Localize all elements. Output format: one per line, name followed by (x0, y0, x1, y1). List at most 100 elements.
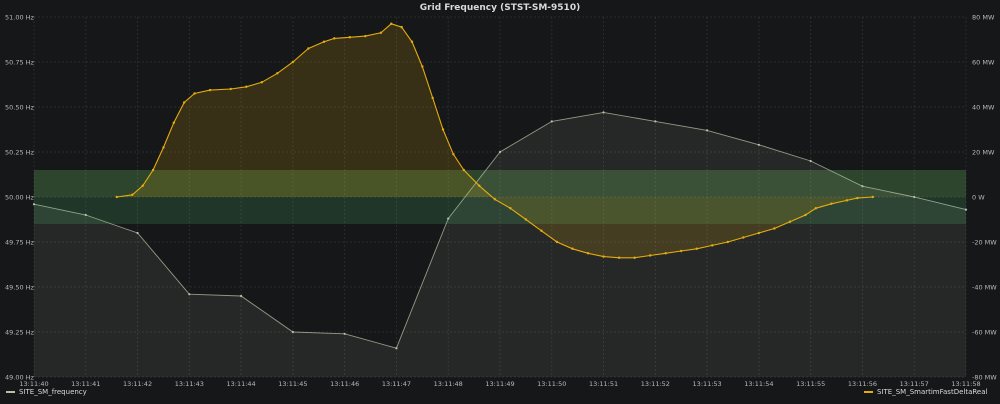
data-point-1 (390, 22, 393, 25)
data-point-1 (695, 247, 698, 250)
series-area-1 (116, 23, 873, 258)
legend-item-frequency[interactable]: SITE_SM_frequency (6, 388, 87, 396)
x-tick: 13:11:48 (434, 380, 463, 388)
x-tick: 13:11:47 (382, 380, 411, 388)
y-tick-left: 50.00 Hz (5, 194, 35, 202)
y-tick-right: -80 MW (972, 374, 997, 382)
data-point-1 (441, 128, 445, 131)
data-point-1 (379, 31, 383, 34)
data-point-1 (633, 256, 636, 259)
y-tick-left: 51.00 Hz (5, 14, 35, 22)
x-tick: 13:11:51 (589, 380, 618, 388)
y-tick-right: 40 MW (972, 104, 995, 112)
y-tick-right: 80 MW (972, 14, 995, 22)
y-tick-left: 50.50 Hz (5, 104, 35, 112)
data-point-1 (742, 236, 745, 239)
x-tick: 13:11:41 (71, 380, 100, 388)
legend-item-fast-delta[interactable]: SITE_SM_SmartimFastDeltaReal (864, 388, 987, 396)
data-point-0 (654, 120, 657, 123)
data-point-1 (172, 121, 175, 124)
data-point-1 (162, 146, 165, 149)
x-tick: 13:11:44 (227, 380, 256, 388)
data-point-1 (555, 240, 559, 244)
data-point-0 (395, 347, 398, 350)
data-point-0 (913, 195, 916, 199)
data-point-1 (322, 40, 326, 43)
y-tick-left: 49.00 Hz (5, 374, 35, 382)
y-tick-right: 20 MW (972, 149, 995, 157)
data-point-0 (757, 143, 760, 146)
x-tick: 13:11:49 (485, 380, 514, 388)
legend-swatch-fast-delta (864, 391, 873, 393)
threshold-band-1 (34, 197, 966, 224)
y-tick-right: -40 MW (972, 284, 997, 292)
x-tick: 13:11:45 (278, 380, 307, 388)
x-tick: 13:11:56 (848, 380, 877, 388)
data-point-1 (493, 198, 497, 201)
x-tick: 13:11:53 (693, 380, 722, 388)
y-tick-left: 50.75 Hz (5, 59, 35, 67)
data-point-1 (462, 168, 465, 172)
x-tick: 13:11:55 (796, 380, 825, 388)
data-point-1 (229, 87, 232, 91)
data-point-1 (182, 101, 186, 104)
data-point-0 (136, 231, 139, 235)
data-point-1 (400, 25, 403, 29)
data-point-1 (421, 65, 424, 68)
data-point-1 (711, 244, 714, 247)
data-point-0 (498, 150, 502, 154)
data-point-0 (809, 159, 812, 163)
data-point-1 (586, 252, 590, 255)
data-point-1 (664, 252, 667, 255)
x-tick: 13:11:50 (537, 380, 566, 388)
data-point-1 (571, 247, 574, 250)
data-point-1 (845, 199, 849, 202)
data-point-1 (804, 213, 807, 217)
data-point-1 (680, 249, 683, 253)
data-point-1 (452, 153, 455, 156)
data-point-1 (871, 195, 874, 199)
x-tick: 13:11:58 (951, 380, 980, 388)
data-point-1 (617, 256, 621, 259)
data-point-0 (550, 120, 553, 123)
data-point-1 (291, 60, 295, 64)
data-point-1 (726, 240, 730, 244)
data-point-1 (540, 229, 543, 232)
data-point-1 (260, 81, 264, 84)
y-tick-left: 49.75 Hz (5, 239, 35, 247)
x-tick: 13:11:42 (123, 380, 152, 388)
data-point-1 (364, 34, 367, 38)
data-point-1 (757, 231, 761, 235)
series-area-0 (34, 112, 966, 378)
x-tick: 13:11:40 (19, 380, 48, 388)
y-tick-left: 49.50 Hz (5, 284, 35, 292)
data-point-1 (602, 255, 605, 258)
y-tick-right: 0 W (972, 194, 985, 202)
data-point-1 (773, 227, 776, 230)
data-point-1 (788, 220, 792, 223)
chart-title: Grid Frequency (STST-SM-9510) (419, 3, 581, 13)
x-tick: 13:11:43 (175, 380, 204, 388)
data-point-1 (814, 207, 818, 210)
y-tick-right: -60 MW (972, 329, 997, 337)
data-point-1 (856, 196, 859, 200)
data-point-1 (348, 36, 352, 39)
threshold-band-0 (34, 170, 966, 197)
y-tick-left: 50.25 Hz (5, 149, 35, 157)
data-point-1 (830, 202, 833, 205)
data-point-1 (307, 47, 310, 50)
data-point-0 (343, 332, 346, 335)
data-point-1 (151, 168, 155, 172)
data-point-1 (276, 72, 279, 75)
data-point-0 (84, 213, 87, 217)
data-point-1 (115, 195, 119, 199)
data-point-1 (431, 96, 434, 100)
data-point-1 (648, 254, 652, 257)
legend-label-frequency: SITE_SM_frequency (19, 388, 87, 396)
data-point-0 (447, 217, 450, 220)
x-tick: 13:11:46 (330, 380, 359, 388)
data-point-0 (188, 293, 191, 296)
data-point-0 (861, 185, 864, 188)
data-point-1 (193, 92, 196, 95)
